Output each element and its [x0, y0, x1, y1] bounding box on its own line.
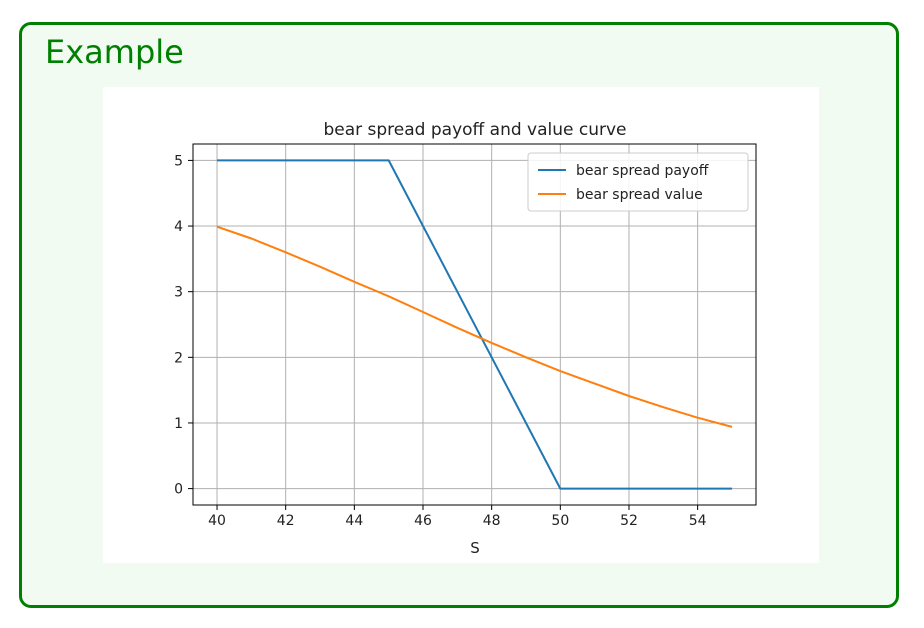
legend-label-1: bear spread payoff	[576, 163, 709, 179]
y-tick-label: 3	[174, 285, 183, 301]
y-tick-label: 2	[174, 350, 183, 366]
x-tick-label: 40	[208, 513, 226, 529]
x-tick-label: 46	[414, 513, 432, 529]
y-tick-label: 0	[174, 482, 183, 498]
plot-frame	[192, 143, 757, 506]
x-tick-label: 50	[551, 513, 569, 529]
x-axis-label: S	[470, 539, 480, 557]
y-axis-ticks: 0 1 2 3 4 5	[174, 153, 193, 498]
x-tick-label: 44	[345, 513, 363, 529]
x-tick-label: 42	[277, 513, 295, 529]
x-tick-label: 52	[620, 513, 638, 529]
y-tick-label: 1	[174, 416, 183, 432]
y-tick-label: 4	[174, 219, 183, 235]
y-tick-label: 5	[174, 153, 183, 169]
series-line-1	[217, 159, 732, 490]
x-tick-label: 48	[483, 513, 501, 529]
chart-figure: bear spread payoff and value curve 40 42 4…	[103, 87, 819, 563]
series-lines	[216, 159, 733, 490]
chart-title: bear spread payoff and value curve	[323, 120, 626, 140]
block-title: Example	[45, 33, 184, 71]
legend-box	[527, 152, 749, 212]
x-axis-ticks: 40 42 44 46 48 50 52 54	[208, 505, 707, 529]
legend-label-2: bear spread value	[576, 187, 703, 203]
series-line-2	[216, 225, 733, 428]
x-tick-label: 54	[689, 513, 707, 529]
legend: bear spread payoff bear spread value	[527, 152, 749, 212]
line-chart: bear spread payoff and value curve 40 42 4…	[174, 120, 757, 557]
